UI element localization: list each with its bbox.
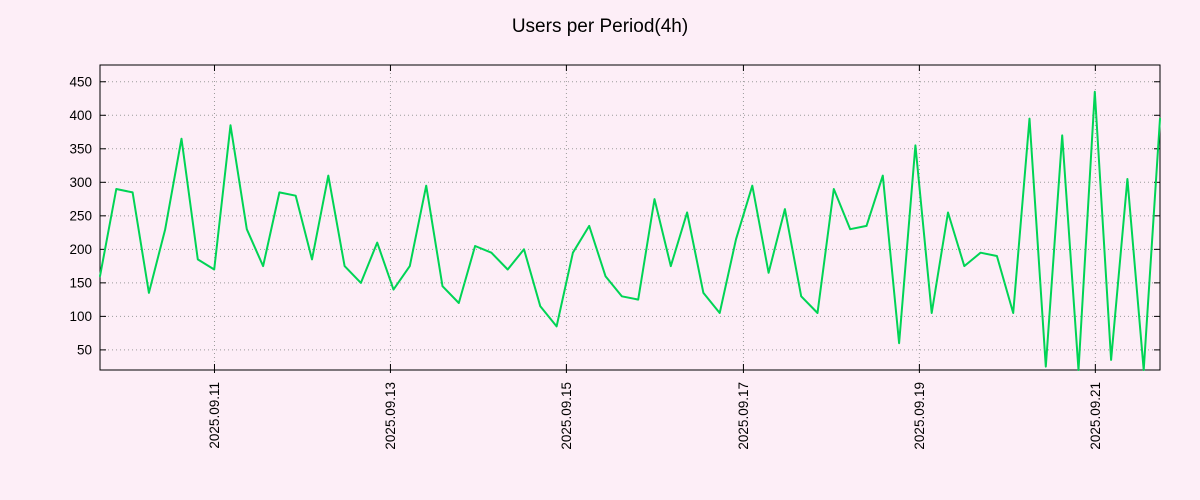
x-tick-label: 2025.09.17: [736, 382, 751, 450]
y-tick-label: 300: [69, 175, 92, 190]
x-tick-label: 2025.09.11: [207, 382, 222, 449]
x-tick-label: 2025.09.15: [559, 382, 574, 450]
users-series-line: [99, 90, 1161, 371]
y-tick-label: 400: [69, 108, 92, 123]
x-tick-label: 2025.09.21: [1088, 382, 1103, 450]
x-tick-label: 2025.09.19: [912, 382, 927, 450]
plot-border: [99, 64, 1161, 371]
x-tick-label: 2025.09.13: [383, 382, 398, 450]
y-tick-label: 150: [69, 275, 92, 290]
y-tick-label: 350: [69, 141, 92, 156]
y-tick-label: 200: [69, 242, 92, 257]
y-tick-label: 250: [69, 208, 92, 223]
y-tick-label: 100: [69, 309, 92, 324]
y-tick-label: 450: [69, 74, 92, 89]
chart-title: Users per Period(4h): [511, 16, 689, 37]
y-tick-label: 50: [77, 342, 92, 357]
